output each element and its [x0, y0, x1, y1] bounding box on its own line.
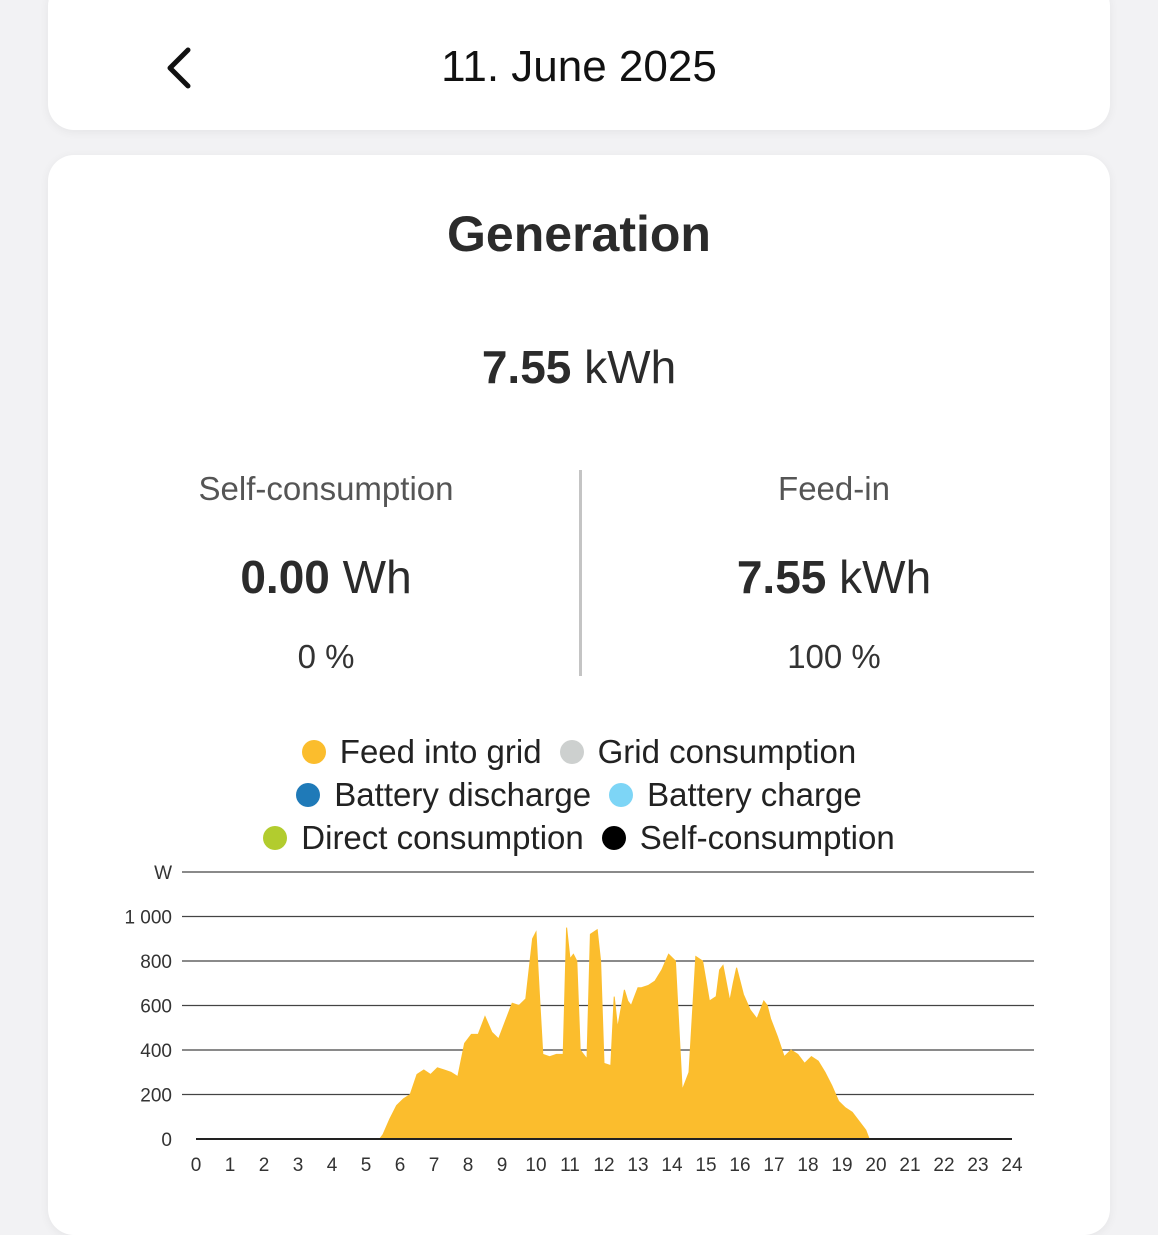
feed-in-label: Feed-in [778, 470, 890, 507]
x-tick-label: 20 [865, 1155, 886, 1176]
x-tick-label: 15 [695, 1155, 716, 1176]
x-tick-label: 17 [763, 1155, 784, 1176]
series-area-feed-into-grid [196, 927, 1012, 1140]
legend-label: Battery discharge [334, 776, 592, 813]
feed-in-value: 7.55 [736, 551, 827, 603]
x-tick-label: 22 [933, 1155, 954, 1176]
x-tick-label: 16 [729, 1155, 750, 1176]
x-tick-label: 10 [525, 1155, 546, 1176]
x-tick-label: 24 [1001, 1155, 1023, 1176]
legend-label: Feed into grid [339, 733, 542, 770]
legend-dot [559, 739, 584, 764]
x-tick-label: 9 [497, 1155, 508, 1176]
column-divider [579, 470, 582, 676]
legend-dot [301, 739, 326, 764]
feed-in-percent: 100 % [787, 638, 881, 675]
generation-total: 7.55 kWh [0, 340, 1158, 394]
generation-total-unit: kWh [584, 341, 677, 393]
y-tick-label: 200 [140, 1086, 172, 1107]
self-consumption-label: Self-consumption [198, 470, 454, 507]
legend-item-grid-consumption[interactable]: Grid consumption [559, 730, 857, 773]
legend-row: Battery discharge Battery charge [0, 773, 1158, 816]
x-tick-label: 12 [593, 1155, 614, 1176]
header-card [48, 0, 1110, 130]
x-tick-label: 7 [429, 1155, 440, 1176]
legend-label: Self-consumption [639, 819, 895, 856]
x-tick-label: 18 [797, 1155, 818, 1176]
x-tick-label: 4 [327, 1155, 338, 1176]
legend-dot [609, 782, 634, 807]
self-consumption-column: Self-consumption 0.00 Wh 0 % [126, 470, 526, 676]
legend-label: Direct consumption [301, 819, 584, 856]
date-title[interactable]: 11. June 2025 [441, 42, 717, 91]
feed-in-amount: 7.55 kWh [634, 550, 1034, 604]
legend-item-self-consumption[interactable]: Self-consumption [601, 816, 895, 859]
x-tick-label: 6 [395, 1155, 406, 1176]
y-tick-label: 800 [140, 952, 172, 973]
self-consumption-value: 0.00 [240, 551, 330, 603]
self-consumption-unit: Wh [342, 551, 412, 603]
legend-dot [601, 825, 626, 850]
legend-item-battery-discharge[interactable]: Battery discharge [296, 773, 591, 816]
x-tick-label: 5 [361, 1155, 372, 1176]
y-tick-label: 0 [161, 1130, 172, 1151]
generation-title: Generation [447, 206, 711, 262]
self-consumption-percent: 0 % [297, 638, 355, 675]
feed-in-unit: kWh [839, 551, 932, 603]
chart-legend: Feed into grid Grid consumption Battery … [0, 730, 1158, 859]
legend-row: Feed into grid Grid consumption [0, 730, 1158, 773]
feed-in-column: Feed-in 7.55 kWh 100 % [634, 470, 1034, 676]
x-tick-label: 14 [661, 1155, 683, 1176]
x-tick-label: 13 [627, 1155, 648, 1176]
legend-item-battery-charge[interactable]: Battery charge [609, 773, 862, 816]
x-tick-label: 11 [560, 1155, 580, 1176]
x-tick-label: 21 [899, 1155, 920, 1176]
y-tick-label: 1 000 [124, 908, 172, 929]
x-tick-label: 8 [463, 1155, 474, 1176]
legend-dot [263, 825, 288, 850]
legend-row: Direct consumption Self-consumption [0, 816, 1158, 859]
x-tick-label: 23 [967, 1155, 988, 1176]
y-axis-unit: W [154, 863, 172, 884]
x-tick-label: 19 [831, 1155, 852, 1176]
y-tick-label: 600 [140, 997, 172, 1018]
legend-item-direct-consumption[interactable]: Direct consumption [263, 816, 584, 859]
legend-label: Battery charge [647, 776, 862, 813]
self-consumption-amount: 0.00 Wh [126, 550, 526, 604]
y-tick-label: 400 [140, 1041, 172, 1062]
x-tick-label: 1 [225, 1155, 236, 1176]
generation-total-value: 7.55 [481, 341, 572, 393]
x-tick-label: 3 [293, 1155, 304, 1176]
chevron-left-icon [167, 47, 191, 89]
legend-label: Grid consumption [597, 733, 857, 770]
legend-item-feed-into-grid[interactable]: Feed into grid [301, 730, 542, 773]
legend-dot [296, 782, 321, 807]
x-tick-label: 0 [191, 1155, 202, 1176]
back-button[interactable] [150, 40, 210, 96]
x-tick-label: 2 [259, 1155, 270, 1176]
